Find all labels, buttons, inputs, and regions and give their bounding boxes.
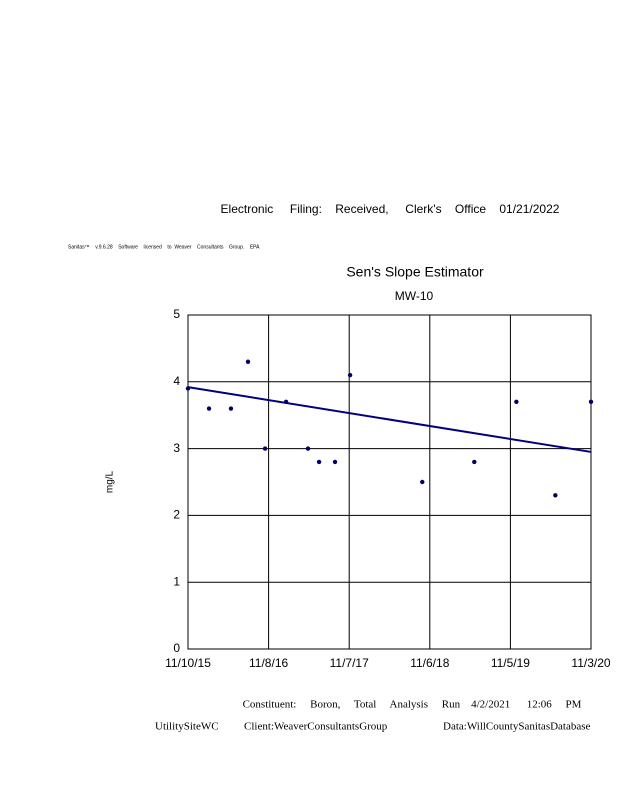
data-point [206,406,212,411]
chart-title: Sen's Slope Estimator [346,264,484,280]
x-tick-label: 11/3/20 [571,656,610,670]
chart-subtitle: MW-10 [395,289,434,303]
data-point [588,399,594,405]
filing-stamp: Electronic Filing: Received, Clerk's Off… [221,202,560,216]
y-tick-label: 3 [173,441,180,455]
data-point [347,372,353,378]
constituent-line: Constituent: Boron, Total Analysis Run 4… [243,699,582,711]
data-point [185,386,191,391]
data-point [332,459,338,465]
site-label: UtilitySiteWC [155,721,219,733]
y-tick-label: 4 [173,374,180,388]
y-axis-label: mg/L [105,470,116,493]
x-tick-label: 11/8/16 [249,656,288,670]
y-tick-label: 5 [173,307,180,321]
data-point [514,399,519,405]
data-point [316,459,322,465]
data-point [245,359,251,364]
x-tick-label: 11/7/17 [330,656,369,670]
data-point [262,446,268,451]
data-point [553,493,558,498]
client-label: Client:WeaverConsultantsGroup [244,721,388,733]
x-tick-label: 11/6/18 [410,656,449,670]
data-point [228,406,234,411]
database-label: Data:WillCountySanitasDatabase [443,721,591,733]
y-tick-label: 0 [173,641,180,655]
x-tick-label: 11/5/19 [491,656,530,670]
y-tick-label: 1 [173,574,180,588]
data-point [420,479,425,485]
x-tick-label: 11/10/15 [165,656,211,670]
data-point [305,446,311,451]
data-point [283,399,289,405]
software-note: Sanitas™ v.9.6.28 Software licensed to W… [68,244,260,250]
y-tick-label: 2 [173,508,180,522]
data-point [472,459,477,465]
trend-line [187,386,592,453]
